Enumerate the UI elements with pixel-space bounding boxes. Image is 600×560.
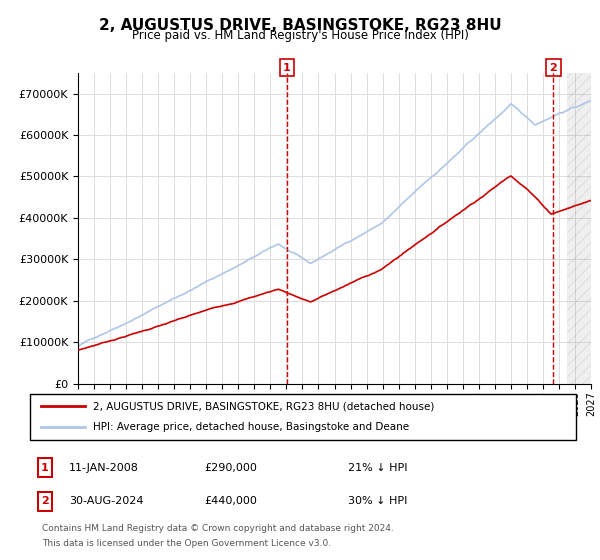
Text: 30-AUG-2024: 30-AUG-2024 [69, 496, 143, 506]
Bar [567, 73, 591, 384]
Text: HPI: Average price, detached house, Basingstoke and Deane: HPI: Average price, detached house, Basi… [93, 422, 409, 432]
Text: Price paid vs. HM Land Registry's House Price Index (HPI): Price paid vs. HM Land Registry's House … [131, 29, 469, 42]
Text: 1: 1 [41, 463, 49, 473]
Text: 2: 2 [550, 63, 557, 73]
Text: 2, AUGUSTUS DRIVE, BASINGSTOKE, RG23 8HU (detached house): 2, AUGUSTUS DRIVE, BASINGSTOKE, RG23 8HU… [93, 401, 434, 411]
Text: 11-JAN-2008: 11-JAN-2008 [69, 463, 139, 473]
Text: 2, AUGUSTUS DRIVE, BASINGSTOKE, RG23 8HU: 2, AUGUSTUS DRIVE, BASINGSTOKE, RG23 8HU [98, 18, 502, 33]
FancyBboxPatch shape [30, 394, 576, 440]
Text: 21% ↓ HPI: 21% ↓ HPI [348, 463, 407, 473]
FancyBboxPatch shape [38, 492, 52, 511]
Text: This data is licensed under the Open Government Licence v3.0.: This data is licensed under the Open Gov… [42, 539, 331, 548]
Text: £440,000: £440,000 [204, 496, 257, 506]
Text: 30% ↓ HPI: 30% ↓ HPI [348, 496, 407, 506]
Text: 2: 2 [41, 496, 49, 506]
Text: Contains HM Land Registry data © Crown copyright and database right 2024.: Contains HM Land Registry data © Crown c… [42, 524, 394, 533]
Text: £290,000: £290,000 [204, 463, 257, 473]
Text: 1: 1 [283, 63, 291, 73]
FancyBboxPatch shape [38, 458, 52, 477]
